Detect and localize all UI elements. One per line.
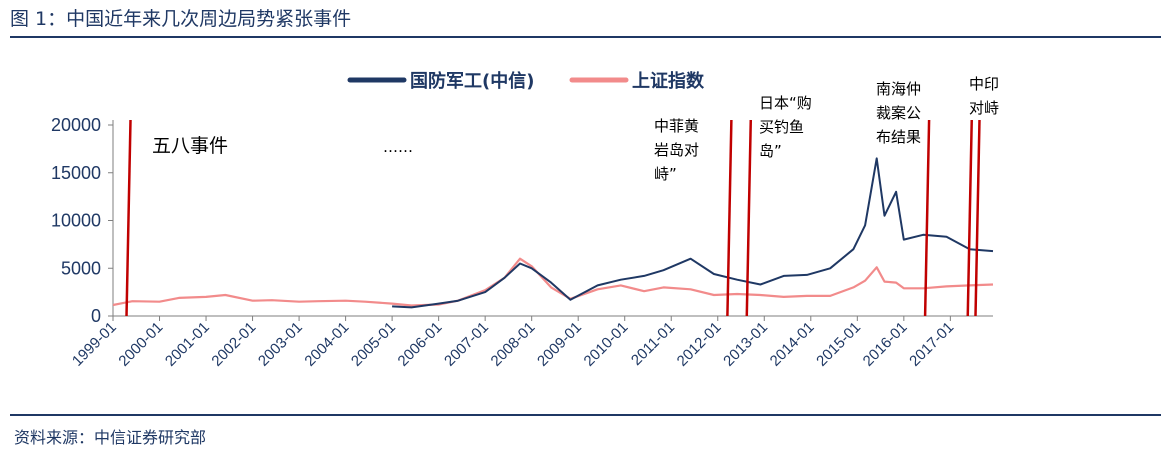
y-tick-label: 10000 xyxy=(51,211,101,231)
event-annotation-line: 买钓鱼 xyxy=(759,118,804,136)
x-tick-label: 2006-01 xyxy=(395,319,446,370)
event-line xyxy=(745,119,753,317)
y-tick-label: 5000 xyxy=(61,258,101,278)
x-axis: 1999-012000-012001-012002-012003-012004-… xyxy=(69,315,993,370)
x-tick-label: 2011-01 xyxy=(628,319,678,369)
x-tick-label: 2001-01 xyxy=(162,319,213,370)
top-rule xyxy=(10,36,1161,38)
event-annotation-line: 峙” xyxy=(654,165,677,183)
x-tick-label: 2017-01 xyxy=(906,319,957,370)
y-tick-label: 15000 xyxy=(51,163,101,183)
event-annotation: 五八事件 xyxy=(152,135,228,157)
x-tick-label: 2016-01 xyxy=(860,319,911,370)
source-note: 资料来源：中信证券研究部 xyxy=(14,428,207,447)
legend-label: 上证指数 xyxy=(632,70,705,92)
event-annotation-line: 南海仲 xyxy=(876,80,921,98)
figure-title: 图 1：中国近年来几次周边局势紧张事件 xyxy=(10,8,352,30)
event-annotation-line: 对峙 xyxy=(969,99,999,117)
x-tick-label: 2015-01 xyxy=(813,319,864,370)
x-tick-label: 2005-01 xyxy=(348,319,399,370)
series-line-shanghai xyxy=(112,257,994,307)
event-annotation-line: 裁案公 xyxy=(876,104,921,122)
x-tick-label: 2009-01 xyxy=(534,319,585,370)
chart-series xyxy=(112,157,994,309)
event-annotation-line: 日本“购 xyxy=(759,94,812,112)
x-tick-label: 1999-01 xyxy=(69,319,120,370)
bottom-rule xyxy=(10,414,1161,416)
x-tick-label: 2002-01 xyxy=(208,319,259,370)
x-tick-label: 2003-01 xyxy=(255,319,306,370)
x-tick-label: 2010-01 xyxy=(581,319,632,370)
x-tick-label: 2012-01 xyxy=(674,319,725,370)
event-annotation-line: 岩岛对 xyxy=(654,141,699,159)
x-tick-label: 2008-01 xyxy=(488,319,539,370)
event-lines xyxy=(125,119,981,317)
event-annotation-line: 中印 xyxy=(969,75,999,93)
event-line xyxy=(923,119,931,317)
x-tick-label: 2014-01 xyxy=(767,319,818,370)
event-annotation-line: 岛” xyxy=(759,142,782,160)
event-line xyxy=(726,119,733,317)
series-line-defense xyxy=(392,157,994,309)
y-axis: 0 5000 10000 15000 20000 xyxy=(51,115,114,326)
event-line xyxy=(966,119,973,317)
event-annotation-line: 中菲黄 xyxy=(654,117,699,135)
x-tick-label: 2007-01 xyxy=(441,319,492,370)
y-tick-label: 0 xyxy=(91,306,101,326)
x-tick-label: 2013-01 xyxy=(720,319,771,370)
chart-legend: 国防军工(中信) 上证指数 xyxy=(347,70,705,92)
y-tick-label: 20000 xyxy=(51,115,101,135)
x-tick-label: 2000-01 xyxy=(115,319,166,370)
line-chart: 国防军工(中信) 上证指数 0 5000 10000 15000 20000 1999-0… xyxy=(51,70,999,370)
event-annotation-line: 布结果 xyxy=(876,128,921,146)
event-line xyxy=(125,119,132,317)
event-line xyxy=(974,119,981,317)
legend-label: 国防军工(中信) xyxy=(410,70,534,92)
event-annotation: …… xyxy=(383,138,413,156)
x-tick-label: 2004-01 xyxy=(301,319,352,370)
